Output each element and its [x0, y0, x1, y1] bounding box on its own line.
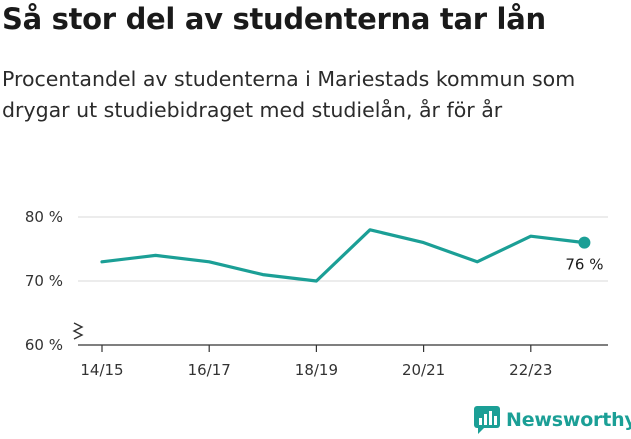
x-tick-label: 14/15 [80, 361, 123, 379]
axes [72, 322, 608, 352]
x-tick-label: 22/23 [509, 361, 552, 379]
x-tick-label: 20/21 [402, 361, 445, 379]
series [100, 228, 591, 283]
series-line [100, 228, 587, 283]
x-tick-label: 18/19 [295, 361, 338, 379]
labels: 80 % 70 % 60 % 14/15 16/17 18/19 20/21 22/23 76 … [25, 208, 604, 379]
chart-subtitle: Procentandel av studenterna i Mariestads… [2, 67, 576, 122]
brand-name: Newsworthy [506, 409, 631, 431]
y-tick-label: 70 % [25, 272, 63, 290]
end-point-marker [578, 236, 591, 249]
gridlines [78, 216, 608, 282]
x-tick-label: 16/17 [188, 361, 231, 379]
end-value-label: 76 % [565, 256, 603, 274]
y-tick-label: 80 % [25, 208, 63, 226]
bar-chart-logo-icon [474, 406, 500, 434]
y-tick-label: 60 % [25, 336, 63, 354]
brand-logo: Newsworthy [474, 406, 631, 434]
line-chart: 80 % 70 % 60 % 14/15 16/17 18/19 20/21 22/23 76 … [25, 208, 608, 379]
chart-title: Så stor del av studenterna tar lån [2, 2, 546, 36]
axis-break-icon [72, 322, 84, 340]
